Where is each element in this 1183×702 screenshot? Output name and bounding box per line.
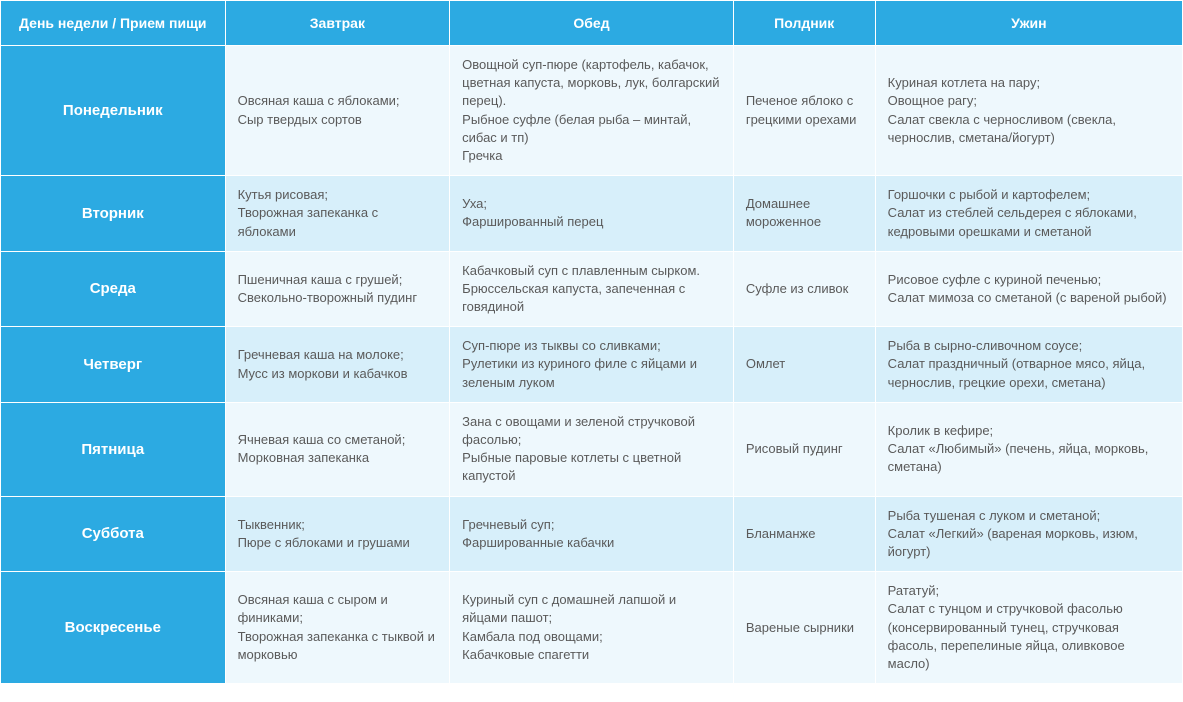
dinner-cell: Рыба тушеная с луком и сметаной;Салат «Л… [875,496,1182,572]
table-row: Воскресенье Овсяная каша с сыром и финик… [1,572,1183,684]
snack-cell: Бланманже [733,496,875,572]
day-label: Четверг [1,327,226,403]
day-label: Вторник [1,176,226,252]
snack-cell: Рисовый пудинг [733,402,875,496]
lunch-cell: Овощной суп-пюре (картофель, кабачок, цв… [450,46,734,176]
lunch-cell: Суп-пюре из тыквы со сливками;Рулетики и… [450,327,734,403]
dinner-cell: Рататуй;Салат с тунцом и стручковой фасо… [875,572,1182,684]
day-label: Пятница [1,402,226,496]
col-lunch: Обед [450,1,734,46]
snack-cell: Вареные сырники [733,572,875,684]
table-row: Среда Пшеничная каша с грушей;Свекольно-… [1,251,1183,327]
header-row: День недели / Прием пищи Завтрак Обед По… [1,1,1183,46]
snack-cell: Печеное яблоко с грецкими орехами [733,46,875,176]
snack-cell: Суфле из сливок [733,251,875,327]
table-row: Суббота Тыквенник;Пюре с яблоками и груш… [1,496,1183,572]
breakfast-cell: Гречневая каша на молоке;Мусс из моркови… [225,327,450,403]
day-label: Понедельник [1,46,226,176]
col-dinner: Ужин [875,1,1182,46]
lunch-cell: Зана с овощами и зеленой стручковой фасо… [450,402,734,496]
table-row: Вторник Кутья рисовая;Творожная запеканк… [1,176,1183,252]
breakfast-cell: Кутья рисовая;Творожная запеканка с ябло… [225,176,450,252]
lunch-cell: Куриный суп с домашней лапшой и яйцами п… [450,572,734,684]
meal-plan-table: День недели / Прием пищи Завтрак Обед По… [0,0,1183,684]
dinner-cell: Горшочки с рыбой и картофелем;Салат из с… [875,176,1182,252]
dinner-cell: Рыба в сырно-сливочном соусе;Салат празд… [875,327,1182,403]
dinner-cell: Кролик в кефире;Салат «Любимый» (печень,… [875,402,1182,496]
lunch-cell: Уха;Фаршированный перец [450,176,734,252]
table-row: Четверг Гречневая каша на молоке;Мусс из… [1,327,1183,403]
col-day: День недели / Прием пищи [1,1,226,46]
dinner-cell: Куриная котлета на пару;Овощное рагу;Сал… [875,46,1182,176]
table-row: Понедельник Овсяная каша с яблоками;Сыр … [1,46,1183,176]
breakfast-cell: Пшеничная каша с грушей;Свекольно-творож… [225,251,450,327]
snack-cell: Домашнее мороженное [733,176,875,252]
day-label: Воскресенье [1,572,226,684]
col-snack: Полдник [733,1,875,46]
col-breakfast: Завтрак [225,1,450,46]
table-row: Пятница Ячневая каша со сметаной;Морковн… [1,402,1183,496]
snack-cell: Омлет [733,327,875,403]
dinner-cell: Рисовое суфле с куриной печенью;Салат ми… [875,251,1182,327]
lunch-cell: Гречневый суп;Фаршированные кабачки [450,496,734,572]
breakfast-cell: Овсяная каша с сыром и финиками;Творожна… [225,572,450,684]
day-label: Среда [1,251,226,327]
lunch-cell: Кабачковый суп с плавленным сырком.Брюсс… [450,251,734,327]
day-label: Суббота [1,496,226,572]
breakfast-cell: Ячневая каша со сметаной;Морковная запек… [225,402,450,496]
breakfast-cell: Тыквенник;Пюре с яблоками и грушами [225,496,450,572]
breakfast-cell: Овсяная каша с яблоками;Сыр твердых сорт… [225,46,450,176]
